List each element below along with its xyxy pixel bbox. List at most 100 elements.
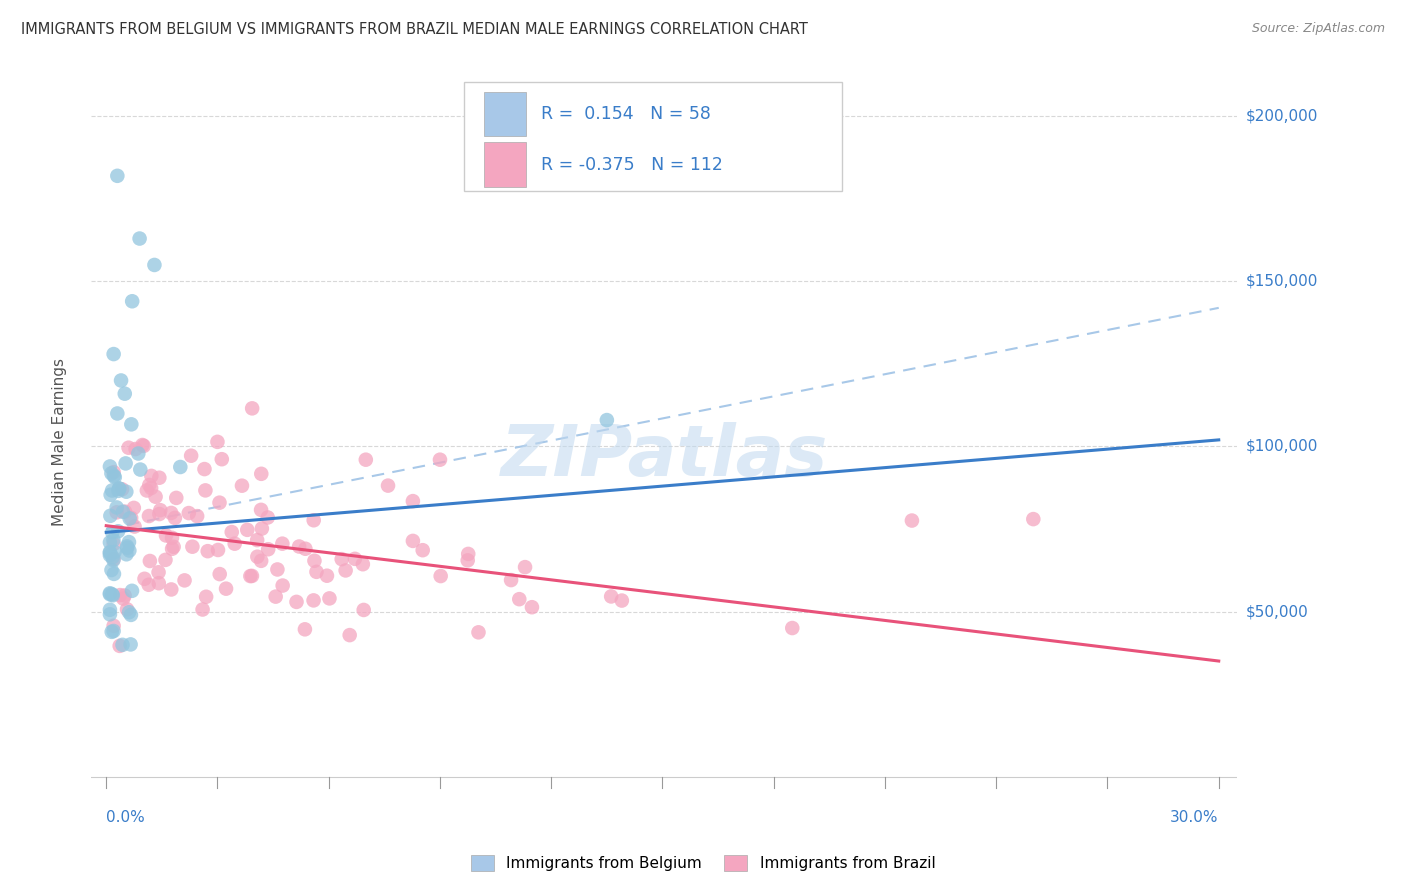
Point: [148, 507, 170, 521]
Point: [127, 446, 149, 460]
Point: [145, 490, 167, 504]
Text: Source: ZipAtlas.com: Source: ZipAtlas.com: [1251, 22, 1385, 36]
Point: [114, 589, 136, 603]
Text: $100,000: $100,000: [1246, 439, 1317, 454]
Point: [402, 494, 425, 508]
Point: [105, 500, 128, 515]
Text: $200,000: $200,000: [1246, 109, 1317, 124]
Point: [111, 638, 134, 652]
Point: [98, 535, 121, 549]
Point: [118, 535, 141, 549]
Point: [131, 438, 153, 452]
Point: [141, 469, 163, 483]
Point: [330, 552, 353, 566]
Point: [610, 593, 633, 607]
Point: [98, 508, 121, 523]
Text: 30.0%: 30.0%: [1170, 810, 1219, 824]
Point: [103, 619, 125, 633]
Point: [354, 452, 377, 467]
Text: 0.0%: 0.0%: [107, 810, 145, 824]
Point: [104, 470, 127, 484]
Point: [115, 547, 138, 561]
Point: [120, 511, 142, 525]
Point: [108, 482, 131, 496]
Point: [250, 503, 273, 517]
Point: [429, 452, 451, 467]
Point: [98, 587, 121, 601]
Point: [120, 417, 142, 432]
Point: [108, 639, 131, 653]
Point: [101, 483, 124, 498]
Point: [103, 624, 125, 638]
Point: [246, 549, 269, 564]
Point: [186, 509, 208, 524]
Point: [1022, 512, 1045, 526]
Point: [103, 553, 125, 567]
Point: [901, 514, 924, 528]
Point: [600, 590, 623, 604]
Point: [110, 374, 132, 388]
Point: [221, 524, 243, 539]
Point: [148, 471, 170, 485]
Point: [162, 540, 184, 554]
Point: [104, 545, 127, 559]
Point: [128, 231, 150, 245]
Point: [114, 386, 136, 401]
Point: [103, 465, 125, 479]
Point: [316, 568, 339, 582]
Point: [138, 509, 160, 524]
Text: Median Male Earnings: Median Male Earnings: [52, 358, 67, 525]
Point: [115, 484, 138, 499]
Point: [121, 294, 143, 309]
Point: [285, 595, 308, 609]
Point: [98, 459, 121, 474]
Point: [139, 481, 162, 495]
Point: [208, 496, 231, 510]
Point: [132, 439, 155, 453]
Point: [250, 467, 273, 481]
Point: [250, 554, 273, 568]
Point: [98, 607, 121, 622]
Point: [155, 553, 177, 567]
Point: [343, 552, 366, 566]
Point: [208, 567, 231, 582]
Point: [155, 528, 177, 542]
Point: [103, 537, 125, 551]
Point: [100, 467, 122, 481]
Point: [457, 547, 479, 561]
Point: [118, 543, 141, 558]
Point: [318, 591, 340, 606]
Text: IMMIGRANTS FROM BELGIUM VS IMMIGRANTS FROM BRAZIL MEDIAN MALE EARNINGS CORRELATI: IMMIGRANTS FROM BELGIUM VS IMMIGRANTS FR…: [21, 22, 808, 37]
Point: [160, 582, 183, 597]
Point: [122, 500, 145, 515]
Point: [177, 506, 200, 520]
Point: [117, 441, 139, 455]
Point: [264, 590, 287, 604]
Point: [246, 533, 269, 547]
Point: [207, 543, 229, 558]
Point: [513, 560, 536, 574]
Point: [207, 434, 229, 449]
Point: [352, 558, 374, 572]
Point: [108, 482, 131, 496]
Point: [118, 511, 141, 525]
Point: [240, 401, 263, 416]
Point: [294, 623, 316, 637]
Point: [305, 565, 328, 579]
Point: [215, 582, 238, 596]
Point: [124, 519, 146, 533]
Point: [457, 553, 479, 567]
Point: [353, 603, 375, 617]
Point: [302, 513, 325, 527]
Point: [103, 533, 125, 547]
Point: [250, 522, 273, 536]
Point: [231, 478, 253, 492]
Point: [160, 541, 183, 556]
Point: [467, 625, 489, 640]
Point: [173, 574, 195, 588]
Point: [135, 483, 157, 498]
Text: R = -0.375   N = 112: R = -0.375 N = 112: [540, 155, 723, 174]
Point: [118, 605, 141, 619]
Point: [211, 452, 233, 467]
Point: [98, 546, 121, 560]
